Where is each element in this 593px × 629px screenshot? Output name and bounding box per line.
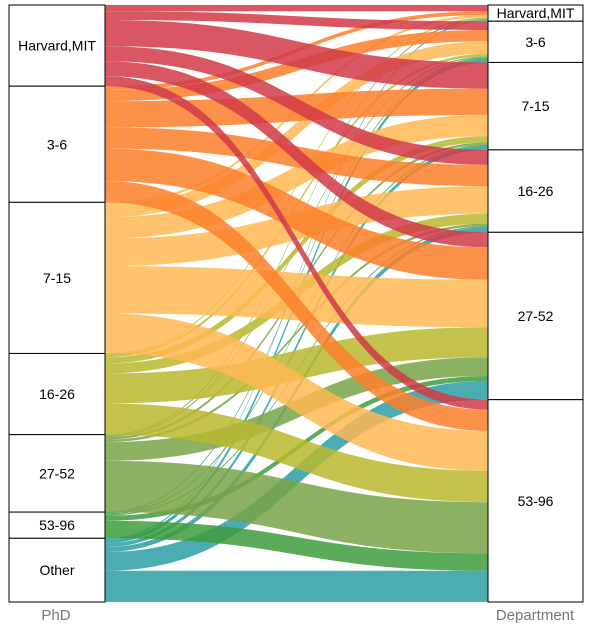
right-nodes: Harvard,MIT 3-6 7-15 16-26 27-52 53-96	[487, 4, 584, 603]
flow-L3-R2	[105, 136, 488, 364]
flow-links	[105, 5, 488, 602]
right-node-label-0: Harvard,MIT	[497, 5, 575, 21]
flow-L5-R5	[105, 520, 488, 571]
flow-L6-R2	[105, 146, 488, 548]
left-node-label-0: Harvard,MIT	[18, 38, 96, 54]
flow-L0-R4	[105, 61, 488, 248]
right-axis-title: Department	[496, 607, 575, 624]
flow-L0-R5	[105, 76, 488, 410]
right-node-4	[487, 231, 584, 401]
right-node-1	[487, 20, 584, 63]
right-node-label-2: 7-15	[521, 98, 549, 114]
right-node-label-3: 16-26	[518, 183, 554, 199]
flow-L4-R3	[105, 223, 488, 443]
left-node-5	[8, 511, 106, 539]
flow-L6-R4	[105, 380, 488, 571]
left-node-label-3: 16-26	[39, 386, 75, 402]
right-node-label-4: 27-52	[518, 308, 554, 324]
flow-L2-R1	[105, 41, 488, 218]
flow-L6-R5	[105, 570, 488, 602]
left-node-label-6: Other	[39, 562, 74, 578]
right-node-5	[487, 399, 584, 603]
right-node-2	[487, 61, 584, 151]
left-node-4	[8, 434, 106, 513]
right-node-label-1: 3-6	[525, 34, 545, 50]
flow-L0-R0	[105, 5, 488, 12]
flow-L3-R4	[105, 327, 488, 404]
flow-L3-R5	[105, 403, 488, 503]
flow-L1-R4	[105, 148, 488, 280]
right-node-3	[487, 149, 584, 233]
flow-L2-R5	[105, 313, 488, 471]
left-nodes: Harvard,MIT 3-6 7-15 16-26 27-52 53-96 Other	[8, 4, 106, 603]
left-node-3	[8, 352, 106, 436]
left-axis-title: PhD	[41, 607, 70, 624]
left-node-2	[8, 201, 106, 354]
flow-L0-R1	[105, 11, 488, 30]
flow-L0-R2	[105, 19, 488, 89]
flow-L0-R3	[105, 46, 488, 165]
left-node-1	[8, 85, 106, 203]
left-node-label-2: 7-15	[43, 270, 71, 286]
flow-L4-R5	[105, 460, 488, 554]
left-node-label-4: 27-52	[39, 465, 75, 481]
left-node-6	[8, 537, 106, 603]
flow-L5-R2	[105, 144, 488, 515]
left-node-0	[8, 4, 106, 87]
left-node-label-5: 53-96	[39, 517, 75, 533]
flow-L1-R5	[105, 181, 488, 431]
right-node-label-5: 53-96	[518, 493, 554, 509]
left-node-label-1: 3-6	[47, 136, 67, 152]
